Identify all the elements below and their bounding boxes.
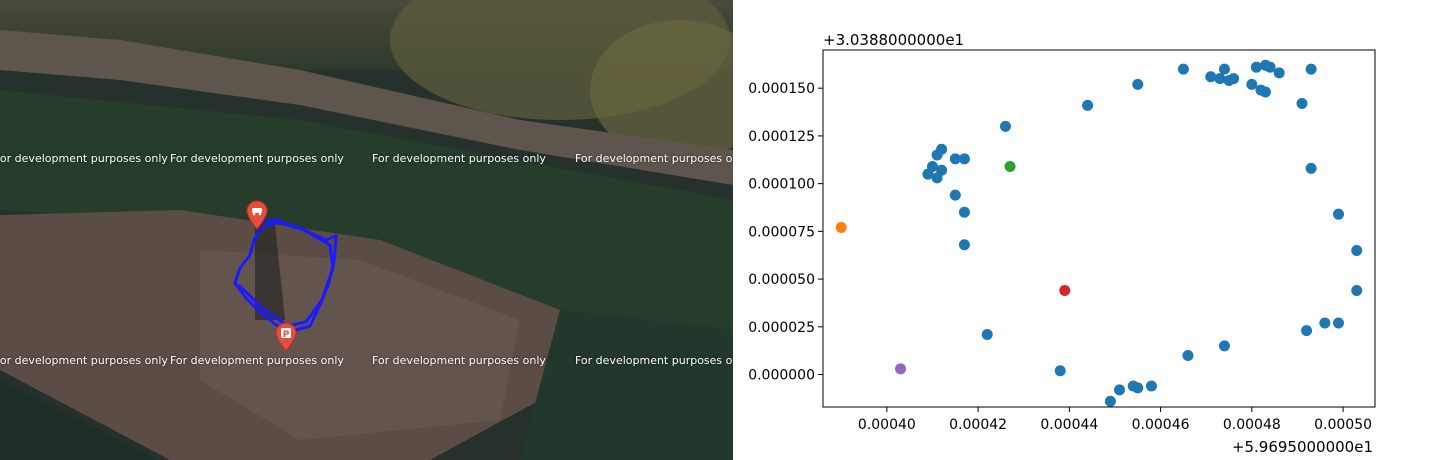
x-tick-label: 0.00048 <box>1223 417 1281 433</box>
watermark-text: For development purposes only <box>372 152 546 165</box>
y-tick-label: 0.000000 <box>748 368 815 384</box>
scatter-point <box>1205 71 1217 83</box>
scatter-point <box>1273 67 1285 79</box>
watermark-text: For development purposes only <box>575 152 733 165</box>
scatter-point <box>999 120 1011 132</box>
scatter-point <box>1214 73 1226 85</box>
watermark-text: For development purposes only <box>0 152 168 165</box>
x-tick-label: 0.00046 <box>1132 417 1190 433</box>
scatter-point <box>1319 317 1331 329</box>
gps-track <box>233 218 338 332</box>
scatter-point <box>1264 61 1276 73</box>
scatter-point <box>1333 208 1345 220</box>
scatter-point <box>1132 78 1144 90</box>
scatter-point <box>1250 61 1262 73</box>
x-tick-label: 0.00040 <box>858 417 916 433</box>
scatter-point <box>1333 317 1345 329</box>
data-points <box>835 59 1363 407</box>
y-tick-label: 0.000125 <box>748 129 815 145</box>
watermark-text: For development purposes only <box>0 354 168 367</box>
scatter-point <box>1054 365 1066 377</box>
watermark-text: For development purposes only <box>170 152 344 165</box>
scatter-point <box>936 164 948 176</box>
svg-text:P: P <box>283 330 290 340</box>
scatter-point <box>958 239 970 251</box>
scatter-point <box>1104 395 1116 407</box>
track-line <box>233 218 338 332</box>
scatter-point <box>1114 384 1126 396</box>
scatter-point <box>1301 325 1313 337</box>
scatter-point <box>1228 73 1240 85</box>
x-tick-label: 0.00044 <box>1040 417 1098 433</box>
scatter-point <box>1218 63 1230 75</box>
scatter-point <box>895 363 907 375</box>
scatter-point <box>1132 382 1144 394</box>
scatter-point <box>1351 244 1363 256</box>
scatter-point <box>1177 63 1189 75</box>
scatter-point <box>1059 285 1071 297</box>
scatter-point <box>1145 380 1157 392</box>
y-tick-label: 0.000150 <box>748 81 815 97</box>
scatter-point <box>835 222 847 234</box>
scatter-plot-svg: +3.0388000000e1 +5.9695000000e1 0.00040 0… <box>748 31 1376 456</box>
scatter-point <box>949 153 961 165</box>
scatter-point <box>1082 99 1094 111</box>
scatter-point <box>1296 97 1308 109</box>
scatter-point <box>1218 340 1230 352</box>
end-marker[interactable]: P <box>275 322 297 352</box>
scatter-point <box>1182 349 1194 361</box>
scatter-plot: +3.0388000000e1 +5.9695000000e1 0.00040 0… <box>733 0 1429 460</box>
satellite-map[interactable]: For development purposes only For develo… <box>0 0 733 460</box>
y-tick-label: 0.000025 <box>748 320 815 336</box>
scatter-point <box>1260 86 1272 98</box>
map-imagery <box>0 0 733 460</box>
x-tick-label: 0.00050 <box>1314 417 1372 433</box>
y-tick-label: 0.000075 <box>748 224 815 240</box>
start-marker[interactable] <box>246 200 268 230</box>
y-offset-label: +3.0388000000e1 <box>823 31 964 49</box>
watermark-text: For development purposes only <box>170 354 344 367</box>
axis-ticks: 0.00040 0.00042 0.00044 0.00046 0.00048 0.000… <box>748 81 1372 433</box>
watermark-text: For development purposes only <box>575 354 733 367</box>
scatter-point <box>1305 162 1317 174</box>
scatter-point <box>981 328 993 340</box>
car-icon <box>246 200 268 230</box>
parking-icon: P <box>275 322 297 352</box>
y-tick-label: 0.000050 <box>748 272 815 288</box>
scatter-point <box>926 160 938 172</box>
y-tick-label: 0.000100 <box>748 177 815 193</box>
scatter-point <box>936 143 948 155</box>
scatter-point <box>1246 78 1258 90</box>
x-tick-label: 0.00042 <box>949 417 1007 433</box>
plot-frame <box>822 49 1376 408</box>
watermark-text: For development purposes only <box>372 354 546 367</box>
scatter-point <box>1305 63 1317 75</box>
x-offset-label: +5.9695000000e1 <box>1232 438 1373 456</box>
scatter-point <box>1004 160 1016 172</box>
scatter-point <box>949 189 961 201</box>
scatter-point <box>958 153 970 165</box>
scatter-point <box>958 206 970 218</box>
scatter-point <box>1351 285 1363 297</box>
